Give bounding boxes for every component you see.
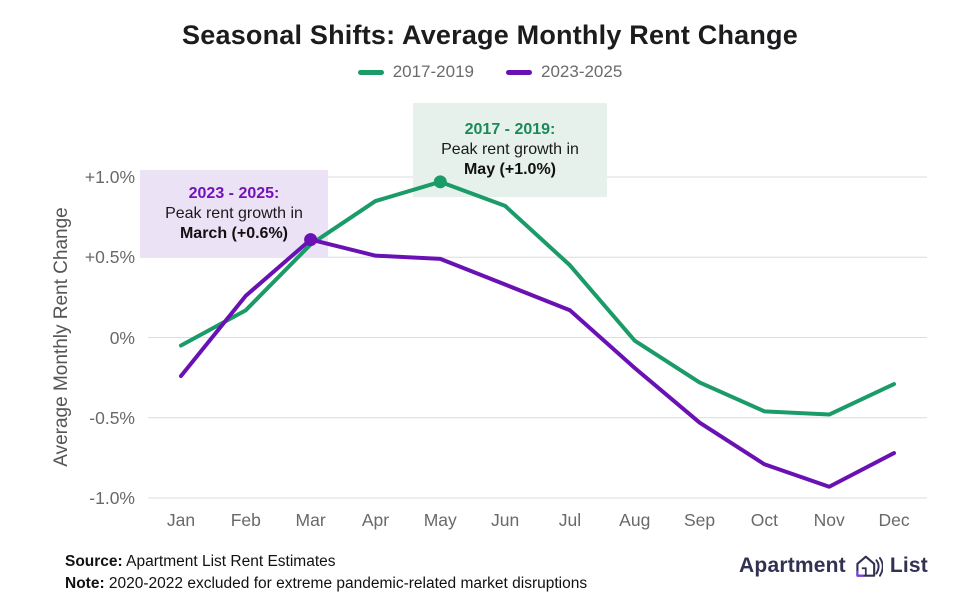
annotation-text: Peak rent growth in <box>165 205 303 222</box>
logo-word-apartment: Apartment <box>739 554 846 577</box>
x-tick-label-Feb: Feb <box>230 510 261 530</box>
legend-item-2017-2019: 2017-2019 <box>357 62 474 82</box>
x-tick-label-Sep: Sep <box>683 510 716 530</box>
x-tick-label-Oct: Oct <box>750 510 778 530</box>
x-tick-label-May: May <box>423 510 457 530</box>
apartment-list-logo: Apartment List <box>739 552 928 580</box>
annotation-text: Peak rent growth in <box>441 141 579 158</box>
source-label: Source: <box>65 553 123 570</box>
annotation-heading: 2017 - 2019: <box>464 121 556 138</box>
source-text: Apartment List Rent Estimates <box>122 553 336 570</box>
x-tick-label-Jun: Jun <box>490 510 520 530</box>
note-label: Note: <box>65 575 105 592</box>
legend-label: 2017-2019 <box>392 62 474 81</box>
legend-item-2023-2025: 2023-2025 <box>506 62 622 82</box>
x-tick-label-Nov: Nov <box>813 510 845 530</box>
annotation-peak: May (+1.0%) <box>463 161 557 178</box>
chart-title: Seasonal Shifts: Average Monthly Rent Ch… <box>182 20 798 50</box>
legend-label: 2023-2025 <box>541 62 623 81</box>
footnote: Source: Apartment List Rent Estimates No… <box>65 551 587 595</box>
legend-swatch-icon <box>506 69 532 75</box>
x-tick-label-Dec: Dec <box>878 510 910 530</box>
logo-word-list: List <box>889 554 928 577</box>
annotation-heading: 2023 - 2025: <box>188 185 280 202</box>
source-line: Source: Apartment List Rent Estimates <box>65 551 587 573</box>
x-tick-label-Mar: Mar <box>295 510 326 530</box>
apartment-list-logo-icon <box>856 555 883 577</box>
y-tick-label: -0.5% <box>89 407 135 428</box>
annotation-2023-2025: 2023 - 2025: Peak rent growth in March (… <box>140 170 328 258</box>
y-tick-label: +0.5% <box>84 247 135 268</box>
x-tick-label-Jul: Jul <box>558 510 582 530</box>
legend-swatch-icon <box>357 69 384 75</box>
annotation-2017-2019: 2017 - 2019: Peak rent growth in May (+1… <box>413 103 607 197</box>
legend: 2017-2019 2023-2025 <box>0 62 980 82</box>
y-tick-label: +1.0% <box>84 167 135 187</box>
y-tick-label: 0% <box>109 327 135 348</box>
x-tick-label-Apr: Apr <box>361 510 390 530</box>
x-tick-label-Aug: Aug <box>619 510 651 530</box>
annotation-peak: March (+0.6%) <box>179 225 289 242</box>
x-tick-label-Jan: Jan <box>166 510 196 530</box>
note-line: Note: 2020-2022 excluded for extreme pan… <box>65 573 587 595</box>
y-tick-label: -1.0% <box>89 488 135 508</box>
note-text: 2020-2022 excluded for extreme pandemic-… <box>104 575 588 592</box>
